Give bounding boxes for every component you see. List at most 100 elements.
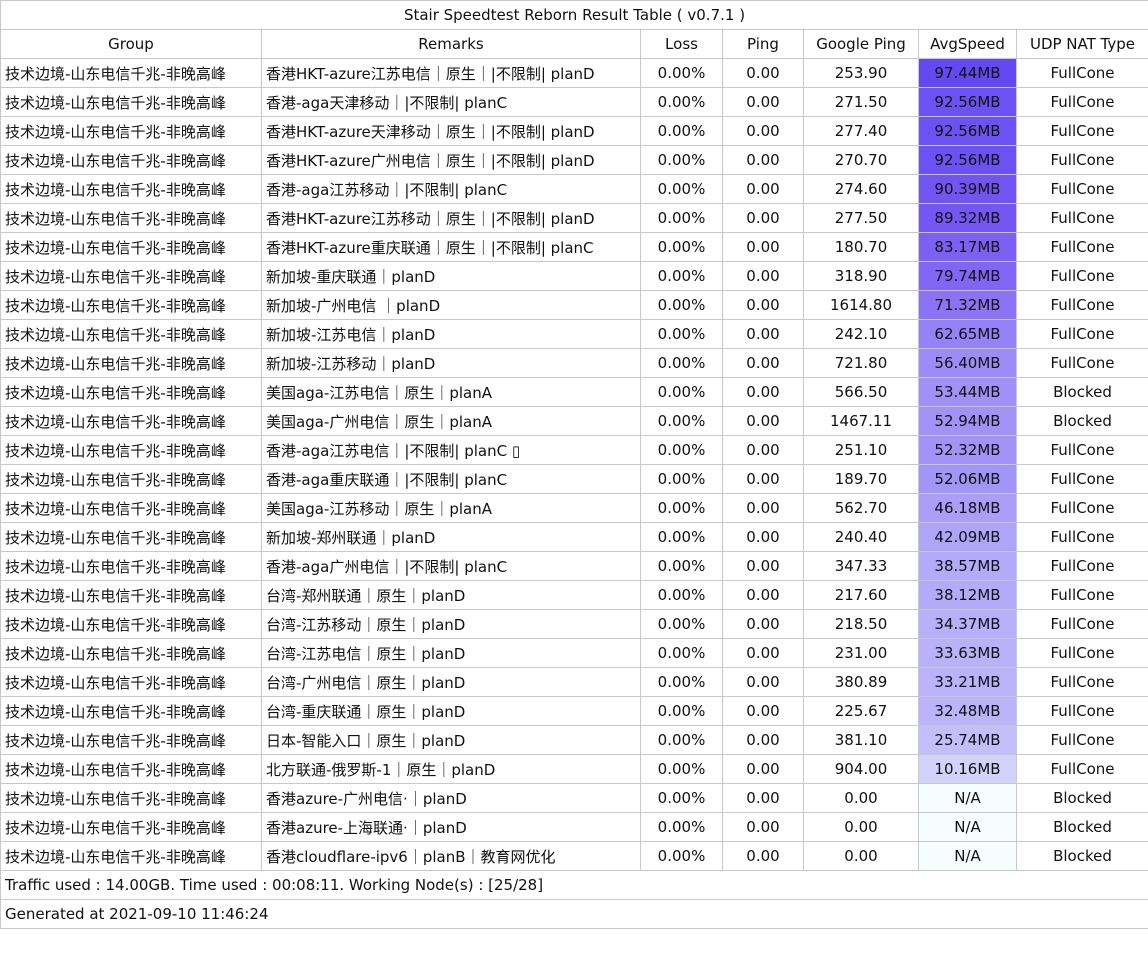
cell-avg-speed: 83.17MB <box>918 232 1017 262</box>
cell-remarks: 新加坡-郑州联通｜planD <box>261 522 641 552</box>
table-row: 技术边境-山东电信千兆-非晚高峰 日本-智能入口｜原生｜planD 0.00% 0.0… <box>0 725 1148 755</box>
cell-udp-nat-type: FullCone <box>1016 522 1148 552</box>
cell-remarks: 新加坡-重庆联通｜planD <box>261 261 641 291</box>
cell-ping: 0.00 <box>722 319 804 349</box>
cell-avg-speed: 97.44MB <box>918 58 1017 88</box>
cell-udp-nat-type: FullCone <box>1016 464 1148 494</box>
cell-loss: 0.00% <box>640 58 723 88</box>
cell-udp-nat-type: FullCone <box>1016 435 1148 465</box>
cell-remarks: 美国aga-广州电信｜原生｜planA <box>261 406 641 436</box>
cell-google-ping: 1467.11 <box>803 406 919 436</box>
cell-loss: 0.00% <box>640 783 723 813</box>
cell-ping: 0.00 <box>722 609 804 639</box>
cell-remarks: 香港-aga天津移动｜|不限制| planC <box>261 87 641 117</box>
cell-group: 技术边境-山东电信千兆-非晚高峰 <box>0 464 262 494</box>
cell-ping: 0.00 <box>722 812 804 842</box>
cell-group: 技术边境-山东电信千兆-非晚高峰 <box>0 203 262 233</box>
cell-loss: 0.00% <box>640 638 723 668</box>
cell-loss: 0.00% <box>640 493 723 523</box>
footer-generated-row: Generated at 2021-09-10 11:46:24 <box>0 899 1148 929</box>
cell-google-ping: 271.50 <box>803 87 919 117</box>
cell-udp-nat-type: FullCone <box>1016 319 1148 349</box>
cell-remarks: 新加坡-广州电信 ｜planD <box>261 290 641 320</box>
cell-google-ping: 0.00 <box>803 841 919 871</box>
cell-loss: 0.00% <box>640 232 723 262</box>
cell-loss: 0.00% <box>640 377 723 407</box>
cell-group: 技术边境-山东电信千兆-非晚高峰 <box>0 638 262 668</box>
cell-avg-speed: 38.12MB <box>918 580 1017 610</box>
cell-group: 技术边境-山东电信千兆-非晚高峰 <box>0 261 262 291</box>
cell-google-ping: 242.10 <box>803 319 919 349</box>
cell-udp-nat-type: FullCone <box>1016 609 1148 639</box>
cell-udp-nat-type: FullCone <box>1016 87 1148 117</box>
cell-avg-speed: 52.06MB <box>918 464 1017 494</box>
cell-loss: 0.00% <box>640 87 723 117</box>
header-google-ping: Google Ping <box>803 29 919 59</box>
cell-loss: 0.00% <box>640 145 723 175</box>
cell-loss: 0.00% <box>640 580 723 610</box>
cell-udp-nat-type: FullCone <box>1016 290 1148 320</box>
cell-avg-speed: 56.40MB <box>918 348 1017 378</box>
cell-udp-nat-type: Blocked <box>1016 406 1148 436</box>
title-row: Stair Speedtest Reborn Result Table ( v0… <box>0 0 1148 30</box>
cell-group: 技术边境-山东电信千兆-非晚高峰 <box>0 319 262 349</box>
cell-avg-speed: 89.32MB <box>918 203 1017 233</box>
header-loss: Loss <box>640 29 723 59</box>
cell-google-ping: 0.00 <box>803 812 919 842</box>
cell-avg-speed: N/A <box>918 783 1017 813</box>
cell-loss: 0.00% <box>640 174 723 204</box>
cell-udp-nat-type: FullCone <box>1016 696 1148 726</box>
cell-group: 技术边境-山东电信千兆-非晚高峰 <box>0 667 262 697</box>
cell-loss: 0.00% <box>640 841 723 871</box>
header-remarks: Remarks <box>261 29 641 59</box>
cell-ping: 0.00 <box>722 261 804 291</box>
table-row: 技术边境-山东电信千兆-非晚高峰 香港-aga广州电信｜|不限制| planC 0.… <box>0 551 1148 581</box>
cell-ping: 0.00 <box>722 725 804 755</box>
cell-avg-speed: N/A <box>918 841 1017 871</box>
cell-loss: 0.00% <box>640 522 723 552</box>
cell-loss: 0.00% <box>640 754 723 784</box>
cell-ping: 0.00 <box>722 145 804 175</box>
table-row: 技术边境-山东电信千兆-非晚高峰 台湾-郑州联通｜原生｜planD 0.00% 0.0… <box>0 580 1148 610</box>
cell-google-ping: 318.90 <box>803 261 919 291</box>
table-row: 技术边境-山东电信千兆-非晚高峰 新加坡-重庆联通｜planD 0.00% 0.00 3… <box>0 261 1148 291</box>
table-row: 技术边境-山东电信千兆-非晚高峰 新加坡-广州电信 ｜planD 0.00% 0.00… <box>0 290 1148 320</box>
cell-group: 技术边境-山东电信千兆-非晚高峰 <box>0 841 262 871</box>
cell-group: 技术边境-山东电信千兆-非晚高峰 <box>0 58 262 88</box>
table-row: 技术边境-山东电信千兆-非晚高峰 香港azure-广州电信·｜planD 0.00%… <box>0 783 1148 813</box>
cell-remarks: 台湾-广州电信｜原生｜planD <box>261 667 641 697</box>
table-row: 技术边境-山东电信千兆-非晚高峰 香港-aga重庆联通｜|不限制| planC 0.… <box>0 464 1148 494</box>
cell-remarks: 香港azure-广州电信·｜planD <box>261 783 641 813</box>
cell-avg-speed: 38.57MB <box>918 551 1017 581</box>
cell-loss: 0.00% <box>640 667 723 697</box>
cell-group: 技术边境-山东电信千兆-非晚高峰 <box>0 754 262 784</box>
cell-remarks: 香港-aga重庆联通｜|不限制| planC <box>261 464 641 494</box>
cell-google-ping: 566.50 <box>803 377 919 407</box>
cell-group: 技术边境-山东电信千兆-非晚高峰 <box>0 725 262 755</box>
cell-ping: 0.00 <box>722 783 804 813</box>
cell-remarks: 台湾-郑州联通｜原生｜planD <box>261 580 641 610</box>
cell-google-ping: 380.89 <box>803 667 919 697</box>
cell-loss: 0.00% <box>640 348 723 378</box>
cell-udp-nat-type: FullCone <box>1016 145 1148 175</box>
cell-group: 技术边境-山东电信千兆-非晚高峰 <box>0 493 262 523</box>
header-udp-nat-type: UDP NAT Type <box>1016 29 1148 59</box>
cell-loss: 0.00% <box>640 551 723 581</box>
cell-udp-nat-type: Blocked <box>1016 783 1148 813</box>
cell-ping: 0.00 <box>722 406 804 436</box>
cell-remarks: 香港HKT-azure江苏移动｜原生｜|不限制| planD <box>261 203 641 233</box>
cell-avg-speed: 92.56MB <box>918 87 1017 117</box>
table-row: 技术边境-山东电信千兆-非晚高峰 香港HKT-azure广州电信｜原生｜|不限制|… <box>0 145 1148 175</box>
cell-google-ping: 274.60 <box>803 174 919 204</box>
cell-google-ping: 189.70 <box>803 464 919 494</box>
cell-google-ping: 180.70 <box>803 232 919 262</box>
cell-group: 技术边境-山东电信千兆-非晚高峰 <box>0 783 262 813</box>
cell-group: 技术边境-山东电信千兆-非晚高峰 <box>0 348 262 378</box>
header-group: Group <box>0 29 262 59</box>
cell-udp-nat-type: Blocked <box>1016 841 1148 871</box>
cell-loss: 0.00% <box>640 116 723 146</box>
cell-ping: 0.00 <box>722 377 804 407</box>
cell-google-ping: 253.90 <box>803 58 919 88</box>
table-row: 技术边境-山东电信千兆-非晚高峰 香港HKT-azure江苏电信｜原生｜|不限制|… <box>0 58 1148 88</box>
cell-loss: 0.00% <box>640 696 723 726</box>
